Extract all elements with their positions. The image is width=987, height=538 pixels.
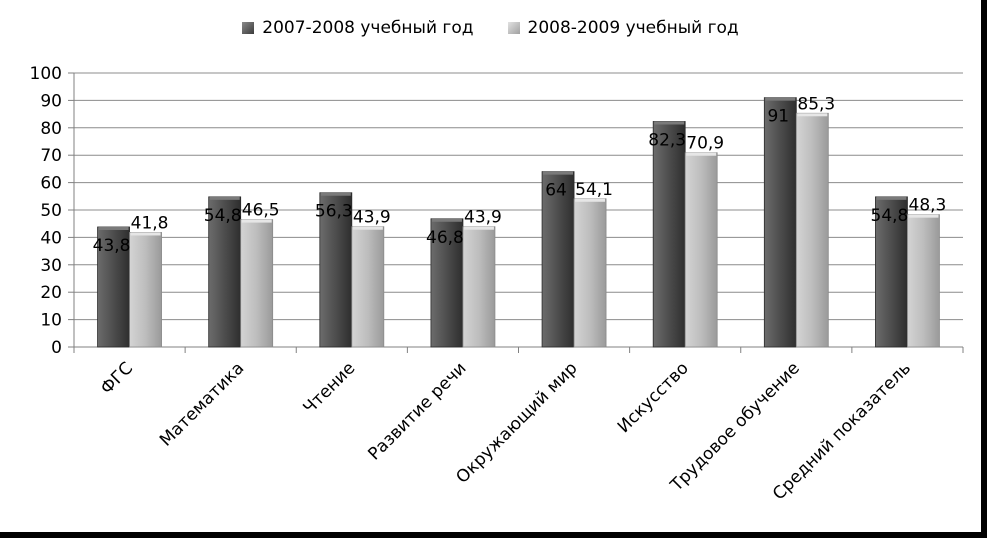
bar-cap-series-2-2: [352, 226, 383, 230]
x-tick-label-4: Окружающий мир: [452, 358, 581, 487]
x-tick-label-5: Искусство: [614, 358, 693, 437]
bar-cap-series-1-2: [320, 192, 351, 196]
data-label-series-1-7: 54,8: [871, 206, 909, 226]
bar-cap-series-2-3: [463, 226, 494, 230]
y-tick-label: 30: [40, 256, 62, 276]
bar-series-1-4: [541, 171, 575, 348]
bar-cap-series-2-1: [241, 219, 272, 223]
axes: [68, 72, 964, 353]
bar-cap-series-1-4: [543, 171, 574, 175]
bar-cap-series-1-0: [98, 226, 129, 230]
bar-series-2-7: [907, 214, 940, 348]
y-tick-label: 10: [40, 311, 62, 331]
legend-label-series-1: 2007-2008 учебный год: [262, 18, 474, 38]
bar-series-1-1: [208, 196, 242, 348]
data-label-series-2-4: 54,1: [575, 180, 613, 200]
y-tick-label: 50: [40, 201, 62, 221]
data-label-series-1-0: 43,8: [93, 236, 131, 256]
x-tick-label-0: ФГС: [97, 358, 137, 398]
legend-label-series-2: 2008-2009 учебный год: [527, 18, 739, 38]
bar-series-2-3: [462, 226, 496, 348]
bar-cap-series-2-6: [797, 113, 828, 117]
data-label-series-1-4: 64: [545, 181, 567, 201]
x-tick-label-1: Математика: [156, 358, 248, 450]
bar-series-2-5: [684, 152, 718, 348]
bar-series-1-6: [763, 97, 797, 348]
data-label-series-2-0: 41,8: [131, 213, 169, 233]
legend: 2007-2008 учебный год 2008-2009 учебный …: [0, 18, 981, 38]
data-label-series-1-2: 56,3: [315, 202, 353, 222]
y-tick-label: 20: [40, 283, 62, 303]
data-labels: 43,841,8 54,8 46,5 56,3 43,946,843,964 54,182…: [93, 94, 947, 256]
bar-cap-series-1-1: [209, 196, 240, 200]
y-tick-label: 0: [51, 338, 62, 358]
data-label-series-2-5: 70,9: [686, 134, 724, 154]
bar-series-2-0: [129, 232, 162, 348]
legend-item-series-2: 2008-2009 учебный год: [507, 18, 739, 38]
data-label-series-2-6: 85,3: [797, 94, 835, 114]
bar-cap-series-2-5: [686, 152, 717, 156]
data-label-series-2-1: 46,5: [242, 201, 280, 221]
bar-cap-series-2-7: [908, 214, 939, 218]
bar-cap-series-2-4: [575, 198, 606, 202]
bar-series-2-6: [795, 112, 829, 348]
data-label-series-1-1: 54,8: [204, 206, 242, 226]
bar-series-1-2: [319, 192, 353, 348]
y-tick-label: 80: [40, 119, 62, 139]
data-label-series-1-6: 91: [767, 107, 789, 127]
bar-series-1-0: [97, 226, 130, 348]
y-tick-label: 90: [40, 91, 62, 111]
y-tick-label: 100: [30, 64, 62, 84]
bar-series-2-4: [573, 198, 607, 348]
legend-swatch-series-2: [507, 22, 520, 34]
y-tick-label: 40: [40, 228, 62, 248]
legend-item-series-1: 2007-2008 учебный год: [242, 18, 474, 38]
bar-series-2-2: [351, 226, 385, 348]
bar-cap-series-1-6: [765, 97, 796, 101]
data-label-series-2-3: 43,9: [464, 208, 502, 228]
y-tick-label: 60: [40, 174, 62, 194]
bars: [97, 97, 940, 348]
bar-cap-series-1-5: [654, 121, 685, 125]
y-tick-label: 70: [40, 146, 62, 166]
bar-series-2-1: [240, 219, 274, 348]
legend-swatch-series-1: [242, 22, 255, 34]
bar-cap-series-1-7: [876, 196, 907, 200]
x-tick-label-3: Развитие речи: [364, 358, 470, 464]
bar-series-1-3: [430, 218, 464, 348]
data-label-series-2-2: 43,9: [353, 208, 391, 228]
bar-cap-series-1-3: [431, 218, 462, 222]
data-label-series-2-7: 48,3: [909, 196, 947, 216]
bar-series-1-5: [652, 121, 686, 348]
x-tick-label-2: Чтение: [299, 358, 359, 418]
bar-cap-series-2-0: [130, 232, 161, 236]
data-label-series-1-3: 46,8: [426, 228, 464, 248]
data-label-series-1-5: 82,3: [648, 130, 686, 150]
